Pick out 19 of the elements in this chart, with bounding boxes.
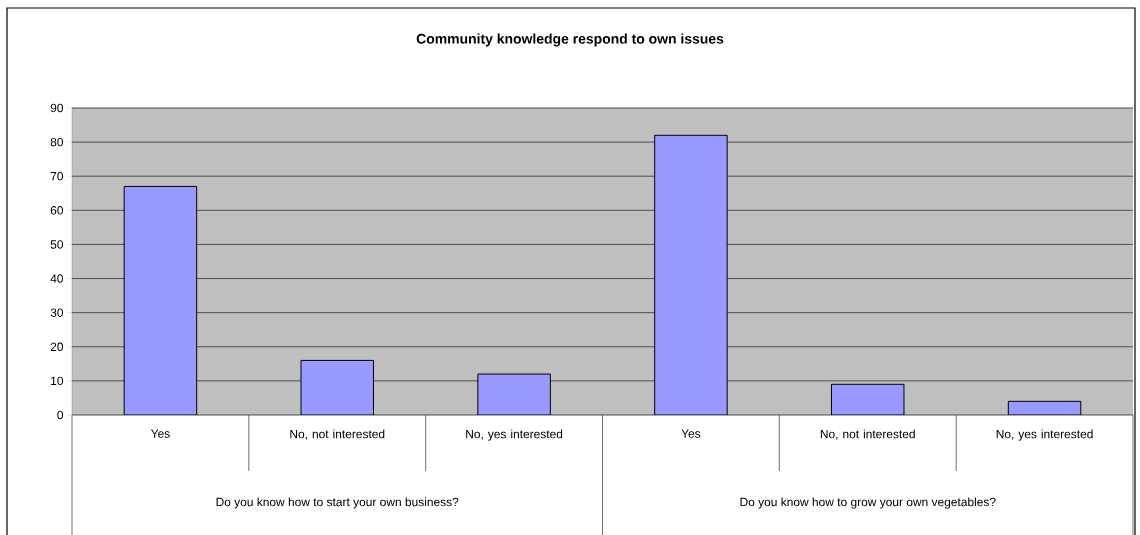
text: Do you know how to grow your own vegetables? (740, 497, 996, 509)
x-tick-label: Yes (150, 429, 170, 438)
y-tick-label: 40 (50, 274, 64, 283)
x-tick-label: No, yes interested (996, 429, 1093, 441)
x-tick-label: No, not interested (290, 429, 385, 440)
x-tick-label: Yes (681, 429, 701, 438)
y-tick-label: 80 (50, 137, 64, 147)
y-tick-label: 60 (50, 206, 64, 215)
y-tick-label: 90 (50, 103, 64, 113)
y-tick-label: 30 (50, 308, 64, 317)
x-tick-label: No, not interested (820, 429, 915, 440)
x-tick-label: No, yes interested (466, 429, 563, 441)
y-tick-label: 20 (50, 342, 64, 351)
y-tick-label: 70 (50, 171, 64, 181)
text: Do you know how to start your own business? (216, 497, 459, 509)
y-tick-label: 0 (57, 410, 64, 420)
y-tick-label: 50 (50, 240, 64, 249)
chart-title: Community knowledge respond to own issues (416, 33, 724, 47)
y-tick-label: 10 (51, 376, 64, 386)
